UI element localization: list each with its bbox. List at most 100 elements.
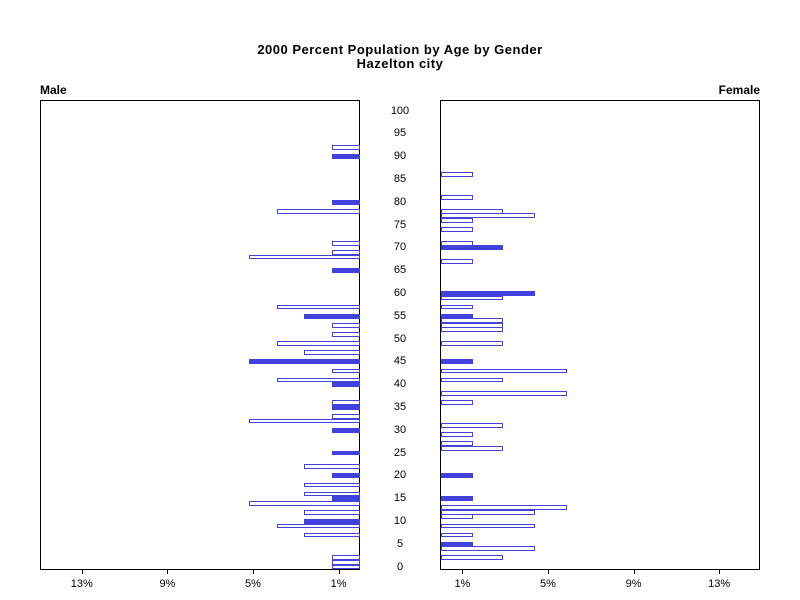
- age-axis-label-70: 70: [393, 241, 407, 254]
- age-axis-label-35: 35: [393, 400, 407, 413]
- female-bar-age-5: [441, 541, 474, 547]
- male-bar-age-45: [248, 359, 360, 365]
- male-bar-age-55: [304, 313, 360, 319]
- male-bar-age-10: [304, 519, 360, 524]
- age-axis-label-95: 95: [393, 127, 407, 140]
- female-bar-age-76: [441, 218, 474, 223]
- male-bar-age-69: [332, 249, 360, 255]
- male-bar-age-9: [276, 523, 360, 529]
- female-bar-age-78: [441, 208, 504, 214]
- male-bar-age-15: [332, 496, 360, 501]
- male-bar-age-90: [332, 154, 360, 159]
- age-axis-label-5: 5: [396, 537, 404, 550]
- male-bar-age-33: [332, 414, 360, 419]
- female-bar-age-12: [441, 509, 536, 515]
- female-bar-age-86: [441, 172, 474, 178]
- female-bar-age-45: [441, 359, 474, 365]
- male-bar-age-36: [332, 400, 360, 406]
- female-bar-age-74: [441, 227, 474, 232]
- female-bar-age-52: [441, 327, 504, 333]
- female-bar-age-77: [441, 213, 536, 219]
- male-bar-age-2: [332, 555, 360, 561]
- male-bar-age-65: [332, 268, 360, 273]
- male-bar-age-43: [332, 368, 360, 374]
- male-bar-age-30: [332, 427, 360, 433]
- male-pct-tick-5: [253, 570, 254, 574]
- male-bar-age-51: [332, 332, 360, 337]
- female-bar-age-49: [441, 341, 504, 346]
- female-bar-age-54: [441, 318, 504, 324]
- male-bar-age-12: [304, 509, 360, 515]
- age-axis-label-15: 15: [393, 492, 407, 505]
- female-bar-age-27: [441, 441, 474, 447]
- female-bar-age-11: [441, 514, 474, 520]
- female-bar-age-38: [441, 391, 568, 397]
- female-bar-age-67: [441, 259, 474, 264]
- female-pct-tick-label-9: 9%: [625, 578, 642, 590]
- male-bar-age-57: [276, 304, 360, 310]
- male-pct-tick-9: [167, 570, 169, 574]
- female-bar-age-41: [441, 377, 504, 383]
- female-pct-tick-label-13: 13%: [708, 578, 731, 590]
- male-bar-age-7: [304, 532, 360, 538]
- age-axis-label-50: 50: [393, 332, 407, 345]
- age-axis-label-65: 65: [393, 264, 407, 277]
- male-bar-age-20: [332, 473, 360, 479]
- female-pct-tick-label-1: 1%: [454, 578, 471, 590]
- female-pct-tick-9: [633, 570, 635, 574]
- age-axis-label-100: 100: [390, 104, 410, 117]
- age-axis-label-10: 10: [393, 514, 407, 527]
- female-bar-age-59: [441, 295, 504, 301]
- age-axis-label-75: 75: [393, 218, 407, 231]
- male-bar-age-68: [248, 254, 360, 260]
- male-bar-age-80: [332, 199, 360, 205]
- female-bar-age-36: [441, 400, 474, 406]
- female-bar-age-43: [441, 368, 568, 374]
- female-panel: [440, 100, 760, 570]
- male-bar-age-14: [248, 500, 360, 506]
- female-pct-tick-5: [548, 570, 549, 574]
- age-axis-label-20: 20: [393, 469, 407, 482]
- male-bar-age-53: [332, 322, 360, 328]
- male-pct-tick-label-13: 13%: [70, 578, 93, 590]
- male-pct-tick-label-5: 5%: [245, 578, 261, 590]
- female-bar-age-2: [441, 555, 504, 561]
- male-bar-age-78: [276, 208, 360, 214]
- female-pct-tick-1: [462, 570, 464, 574]
- female-bar-age-9: [441, 523, 536, 529]
- male-bar-age-35: [332, 405, 360, 410]
- age-axis-label-60: 60: [393, 286, 407, 299]
- male-pct-tick-1: [338, 570, 340, 574]
- age-axis-label-30: 30: [393, 423, 407, 436]
- female-bar-age-13: [441, 505, 568, 511]
- female-side-label: Female: [718, 83, 760, 97]
- male-bar-age-92: [332, 145, 360, 150]
- female-bar-age-15: [441, 496, 474, 501]
- female-bar-age-70: [441, 245, 504, 251]
- male-bar-age-22: [304, 464, 360, 470]
- female-bar-age-7: [441, 532, 474, 538]
- female-bar-age-55: [441, 313, 474, 319]
- female-bar-age-4: [441, 546, 536, 552]
- male-bar-age-41: [276, 377, 360, 383]
- male-bar-age-18: [304, 482, 360, 488]
- female-bar-age-26: [441, 446, 504, 451]
- female-bar-age-71: [441, 240, 474, 246]
- age-axis-label-0: 0: [396, 560, 404, 573]
- male-bar-age-25: [332, 450, 360, 456]
- female-bar-age-60: [441, 291, 536, 296]
- male-bar-age-0: [332, 564, 360, 570]
- male-bar-age-49: [276, 341, 360, 346]
- age-axis-label-80: 80: [393, 195, 407, 208]
- female-bar-age-31: [441, 423, 504, 429]
- age-axis-label-55: 55: [393, 309, 407, 322]
- male-pct-tick-label-9: 9%: [159, 578, 176, 590]
- chart-subtitle: Hazelton city: [356, 56, 444, 71]
- female-pct-tick-label-5: 5%: [540, 578, 556, 590]
- male-bar-age-71: [332, 240, 360, 246]
- age-axis-label-85: 85: [393, 172, 407, 185]
- male-pct-tick-label-1: 1%: [330, 578, 347, 590]
- age-axis-label-45: 45: [393, 355, 407, 368]
- male-bar-age-1: [332, 560, 360, 565]
- female-bar-age-57: [441, 304, 474, 310]
